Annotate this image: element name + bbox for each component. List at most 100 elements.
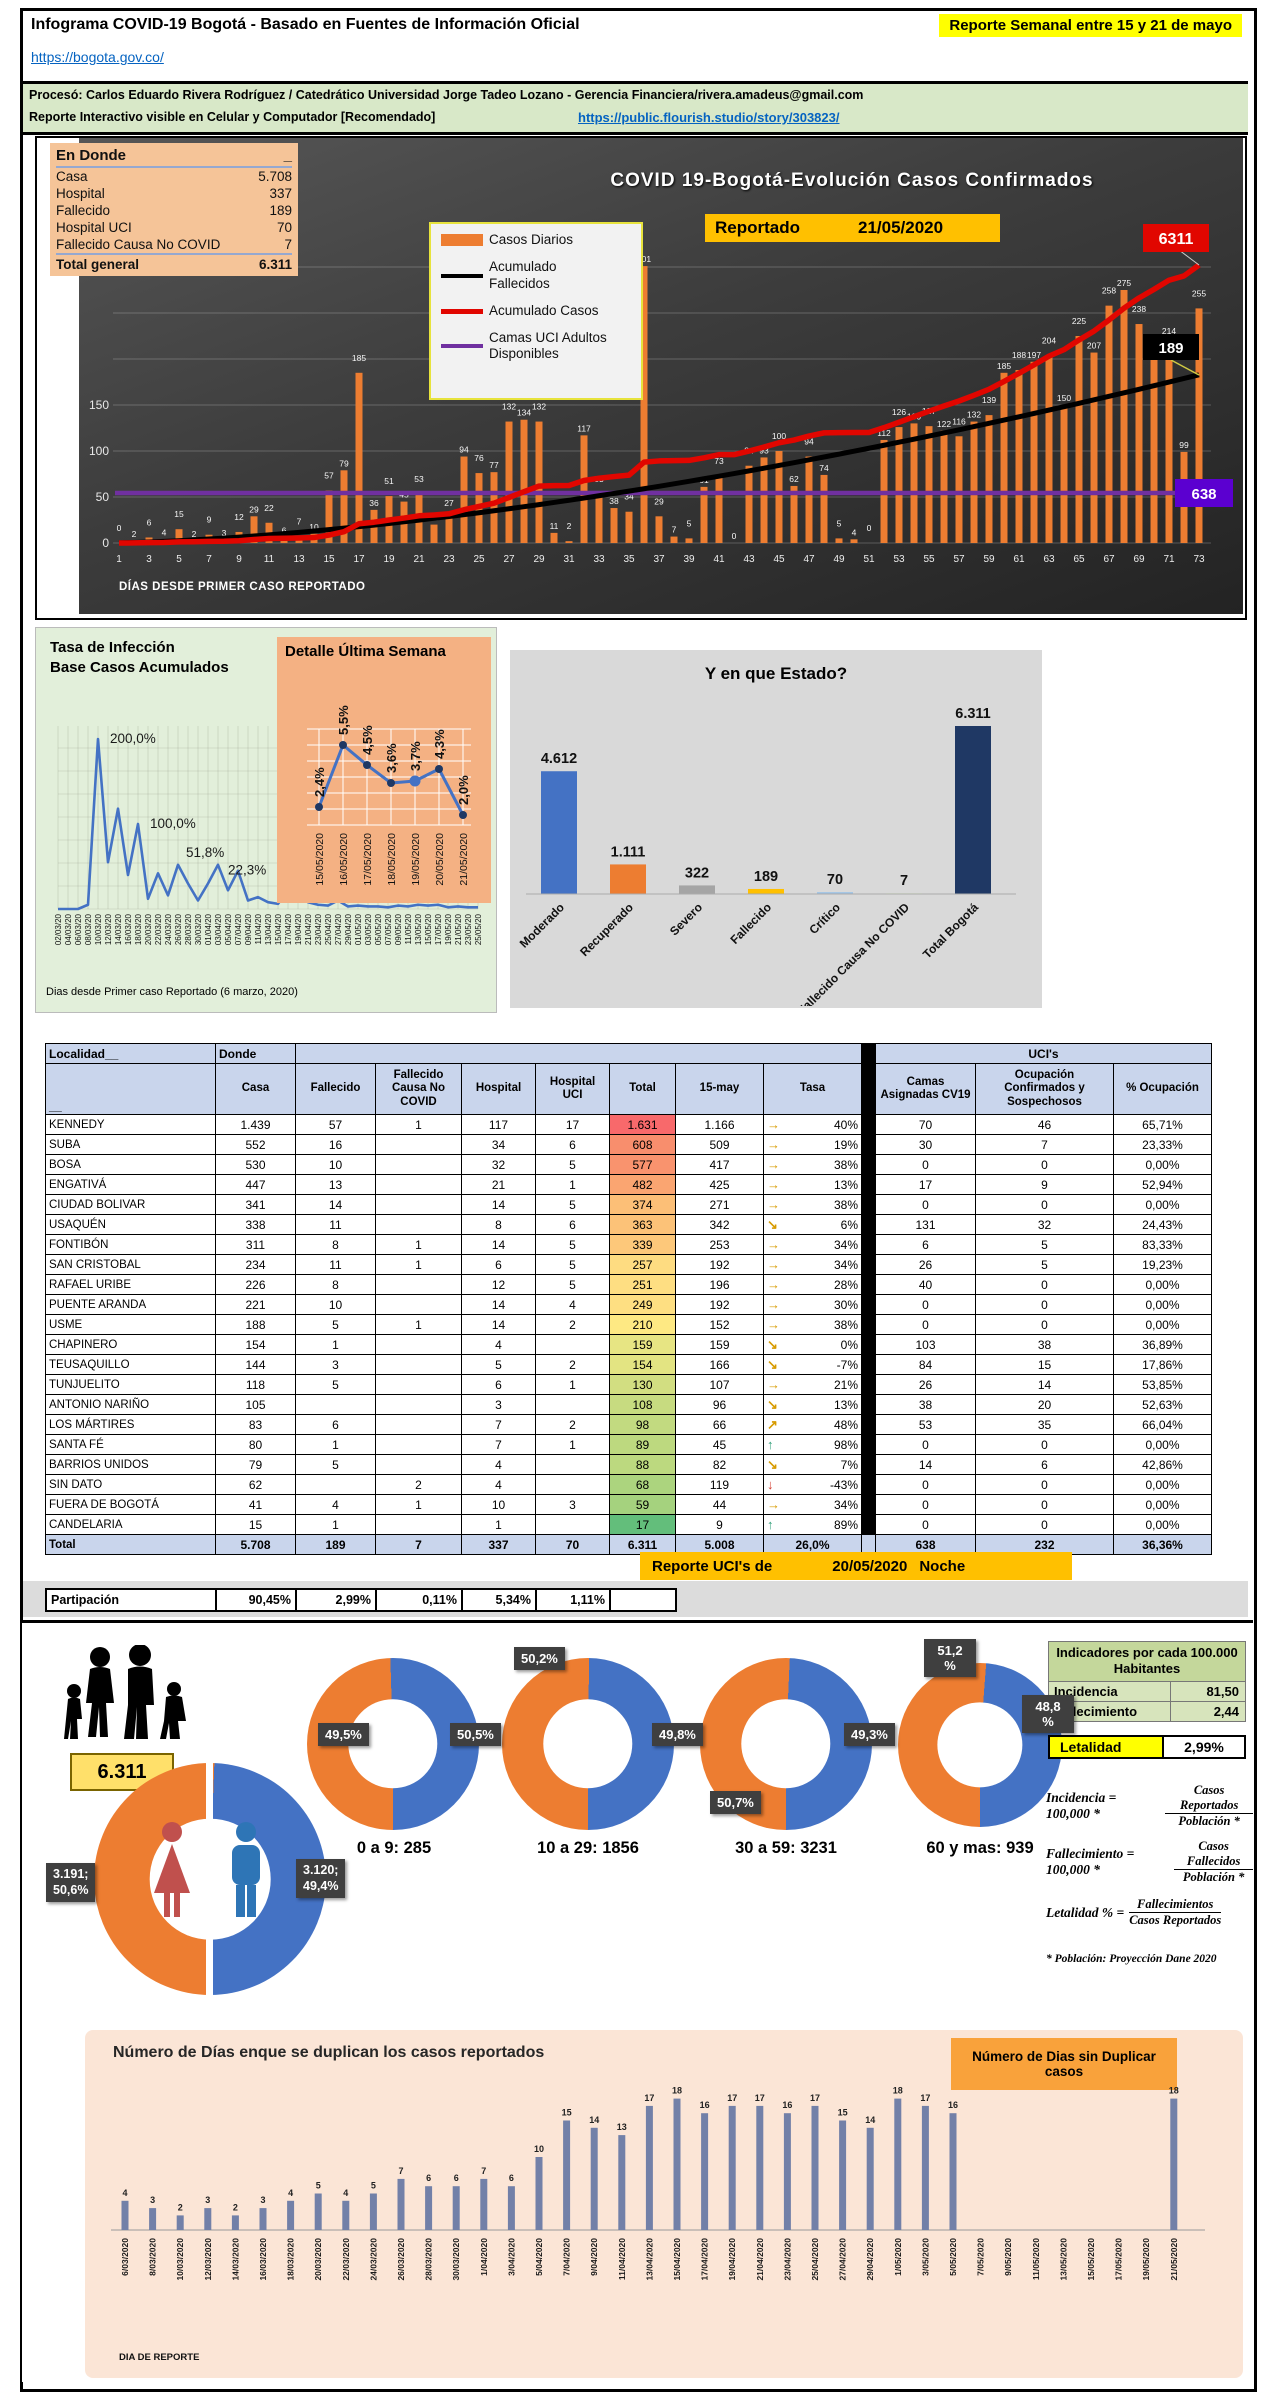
svg-text:17/05/2020: 17/05/2020 (362, 833, 374, 886)
legend-item: Camas UCI Adultos Disponibles (441, 330, 641, 364)
svg-text:15: 15 (838, 2108, 848, 2118)
svg-text:13/05/2020: 13/05/2020 (1058, 2238, 1068, 2281)
svg-text:17: 17 (644, 2093, 654, 2103)
table-row: RAFAEL URIBE 226 8 12 5 251 196 → 28% 40 0 0,00% (45, 1274, 1212, 1295)
report-week-badge: Reporte Semanal entre 15 y 21 de mayo (939, 14, 1242, 37)
table-row: TEUSAQUILLO 144 3 5 2 154 166 ↘ -7% 84 15 17,86% (45, 1354, 1212, 1375)
svg-text:15/05/20: 15/05/20 (424, 913, 433, 945)
svg-text:15/05/2020: 15/05/2020 (314, 833, 326, 886)
age-label: 30 a 59: 3231 (735, 1839, 837, 1857)
svg-text:11/04/2020: 11/04/2020 (617, 2238, 627, 2280)
svg-text:53: 53 (414, 474, 424, 484)
participacion-value: 0,11% (375, 1588, 463, 1612)
svg-text:DÍAS DESDE PRIMER CASO REPORTA: DÍAS DESDE PRIMER CASO REPORTADO (119, 580, 365, 593)
svg-text:09/05/20: 09/05/20 (394, 913, 403, 945)
svg-text:21: 21 (413, 554, 425, 565)
svg-text:08/03/20: 08/03/20 (84, 913, 93, 945)
svg-text:27/04/2020: 27/04/2020 (838, 2238, 848, 2281)
svg-text:10: 10 (309, 522, 319, 532)
en-donde-row: Fallecido 189 (56, 203, 292, 218)
evolution-chart-title: COVID 19-Bogotá-Evolución Casos Confirma… (610, 170, 1094, 191)
svg-text:29: 29 (654, 496, 664, 506)
svg-text:4: 4 (162, 527, 167, 537)
svg-text:207: 207 (1087, 341, 1101, 351)
svg-text:4: 4 (122, 2188, 127, 2198)
svg-text:17/05/2020: 17/05/2020 (1114, 2238, 1124, 2281)
svg-text:17: 17 (727, 2093, 737, 2103)
svg-text:99: 99 (1179, 440, 1189, 450)
age-chip: 50,7% (710, 1791, 761, 1814)
reported-label: Reportado (715, 218, 800, 237)
svg-text:21/04/2020: 21/04/2020 (755, 2238, 765, 2281)
svg-text:2: 2 (132, 529, 137, 539)
age-label: 0 a 9: 285 (356, 1839, 432, 1857)
svg-text:132: 132 (502, 402, 516, 412)
svg-text:34: 34 (624, 492, 634, 502)
svg-text:5: 5 (176, 554, 182, 565)
svg-text:7: 7 (206, 554, 212, 565)
svg-text:21/05/2020: 21/05/2020 (1169, 2238, 1179, 2281)
group-donde: Donde (215, 1043, 296, 1064)
svg-text:50: 50 (96, 490, 110, 504)
svg-text:112: 112 (877, 428, 891, 438)
svg-text:24/03/20: 24/03/20 (164, 913, 173, 945)
svg-text:79: 79 (339, 458, 349, 468)
svg-text:185: 185 (997, 361, 1011, 371)
indicadores-box: Indicadores por cada 100.000 Habitantes … (1048, 1641, 1246, 1722)
svg-text:22: 22 (264, 503, 274, 513)
table-row: SIN DATO 62 2 4 68 119 ↓ -43% 0 0 0,00% (45, 1474, 1212, 1495)
svg-text:7: 7 (481, 2166, 486, 2176)
svg-text:18/03/2020: 18/03/2020 (286, 2238, 296, 2281)
svg-text:22,3%: 22,3% (228, 862, 266, 877)
line-swatch-icon (441, 273, 483, 278)
estado-title: Y en que Estado? (704, 664, 848, 683)
participacion-value: 1,11% (535, 1588, 611, 1612)
svg-text:0: 0 (102, 536, 109, 550)
bogota-link[interactable]: https://bogota.gov.co/ (31, 49, 164, 65)
male-chip: 3.120; 49,4% (296, 1859, 346, 1899)
svg-text:27/04/20: 27/04/20 (334, 913, 343, 945)
svg-text:7: 7 (672, 525, 677, 535)
svg-text:09/04/20: 09/04/20 (244, 913, 253, 945)
svg-text:3: 3 (205, 2195, 210, 2205)
svg-text:20/03/20: 20/03/20 (144, 913, 153, 945)
svg-text:3: 3 (222, 528, 227, 538)
svg-text:2: 2 (192, 529, 197, 539)
svg-text:37: 37 (653, 554, 665, 565)
svg-text:258: 258 (1102, 286, 1116, 296)
family-icon (64, 1645, 186, 1739)
svg-text:23: 23 (443, 554, 455, 565)
page-title: Infograma COVID-19 Bogotá - Basado en Fu… (31, 16, 580, 33)
svg-text:21/05/2020: 21/05/2020 (458, 833, 470, 886)
svg-text:7: 7 (900, 873, 908, 889)
table-row: BARRIOS UNIDOS 79 5 4 88 82 ↘ 7% 14 6 42,86% (45, 1454, 1212, 1475)
duplication-note-badge: Número de Dias sin Duplicar casos (951, 2038, 1177, 2090)
svg-text:20/05/2020: 20/05/2020 (434, 833, 446, 886)
svg-text:43: 43 (743, 554, 755, 565)
svg-text:69: 69 (1133, 554, 1145, 565)
svg-text:59: 59 (983, 554, 995, 565)
svg-text:25: 25 (473, 554, 485, 565)
svg-text:70: 70 (827, 872, 843, 888)
svg-text:18/05/2020: 18/05/2020 (386, 833, 398, 886)
svg-text:62: 62 (789, 474, 799, 484)
column-header: 15-may (675, 1063, 764, 1115)
svg-text:33: 33 (593, 554, 605, 565)
duplication-title: Número de Días enque se duplican los cas… (113, 2044, 545, 2061)
svg-text:Recuperado: Recuperado (577, 900, 636, 959)
svg-text:Severo: Severo (667, 900, 705, 938)
svg-text:28/03/20: 28/03/20 (184, 913, 193, 945)
svg-text:51: 51 (384, 476, 394, 486)
svg-text:51: 51 (863, 554, 875, 565)
svg-text:20/03/2020: 20/03/2020 (313, 2238, 323, 2281)
svg-text:322: 322 (685, 865, 709, 881)
age-donut-60 (898, 1663, 1062, 1827)
svg-text:2: 2 (178, 2202, 183, 2212)
svg-text:93: 93 (759, 445, 769, 455)
tasa-footer: Dias desde Primer caso Reportado (6 marz… (46, 986, 298, 998)
flourish-link[interactable]: https://public.flourish.studio/story/303… (578, 110, 840, 125)
svg-text:189: 189 (1158, 340, 1183, 357)
en-donde-table: En Donde _ Casa 5.708 Hospital 337 Fallecido 1… (50, 143, 298, 276)
svg-text:638: 638 (1191, 486, 1216, 503)
en-donde-row: Fallecido Causa No COVID 7 (56, 237, 292, 252)
